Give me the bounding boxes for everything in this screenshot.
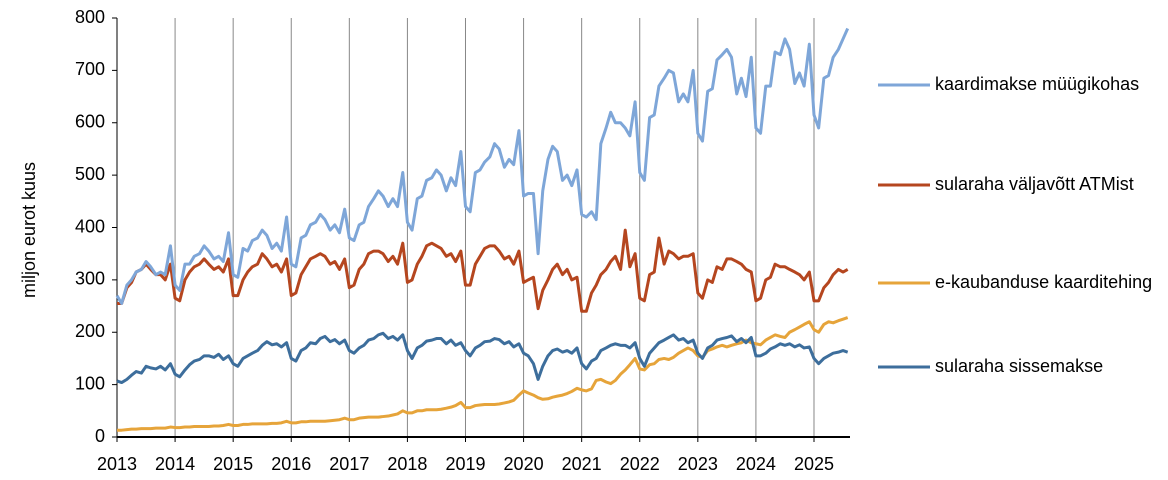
legend-label: sularaha väljavõtt ATMist bbox=[935, 174, 1134, 194]
y-tick-label: 300 bbox=[75, 269, 105, 289]
legend-label: sularaha sissemakse bbox=[935, 356, 1103, 376]
y-tick-label: 100 bbox=[75, 373, 105, 393]
x-tick-label: 2014 bbox=[155, 454, 195, 474]
y-tick-label: 500 bbox=[75, 164, 105, 184]
x-tick-label: 2024 bbox=[736, 454, 776, 474]
x-tick-label: 2025 bbox=[794, 454, 834, 474]
y-tick-label: 0 bbox=[95, 426, 105, 446]
x-tick-label: 2018 bbox=[387, 454, 427, 474]
series-line bbox=[117, 316, 849, 432]
x-tick-label: 2016 bbox=[271, 454, 311, 474]
legend-label: e-kaubanduse kaarditehing bbox=[935, 272, 1152, 292]
x-tick-label: 2019 bbox=[445, 454, 485, 474]
x-tick-label: 2013 bbox=[97, 454, 137, 474]
y-tick-label: 700 bbox=[75, 59, 105, 79]
legend-label-line: e-kaubanduse kaarditehing bbox=[935, 272, 1152, 292]
y-tick-label: 800 bbox=[75, 7, 105, 27]
x-tick-label: 2017 bbox=[329, 454, 369, 474]
series-line bbox=[116, 331, 849, 385]
legend-label-line: kaardimakse müügikohas bbox=[935, 74, 1139, 94]
legend-item: sularaha sissemakse bbox=[878, 356, 1103, 376]
legend-label: kaardimakse müügikohas bbox=[935, 74, 1139, 94]
x-tick-label: 2020 bbox=[504, 454, 544, 474]
x-tick-label: 2022 bbox=[620, 454, 660, 474]
series-line bbox=[117, 228, 849, 313]
y-axis-label: miljon eurot kuus bbox=[19, 162, 39, 298]
y-tick-label: 600 bbox=[75, 112, 105, 132]
legend-item: kaardimakse müügikohas bbox=[878, 74, 1139, 94]
x-tick-label: 2023 bbox=[678, 454, 718, 474]
y-tick-label: 400 bbox=[75, 216, 105, 236]
legend-label-line: sularaha sissemakse bbox=[935, 356, 1103, 376]
legend-label-line: sularaha väljavõtt ATMist bbox=[935, 174, 1134, 194]
legend-item: e-kaubanduse kaarditehing bbox=[878, 272, 1152, 292]
legend-item: sularaha väljavõtt ATMist bbox=[878, 174, 1134, 194]
x-tick-label: 2015 bbox=[213, 454, 253, 474]
x-tick-label: 2021 bbox=[562, 454, 602, 474]
y-tick-label: 200 bbox=[75, 321, 105, 341]
series-line bbox=[115, 27, 850, 305]
